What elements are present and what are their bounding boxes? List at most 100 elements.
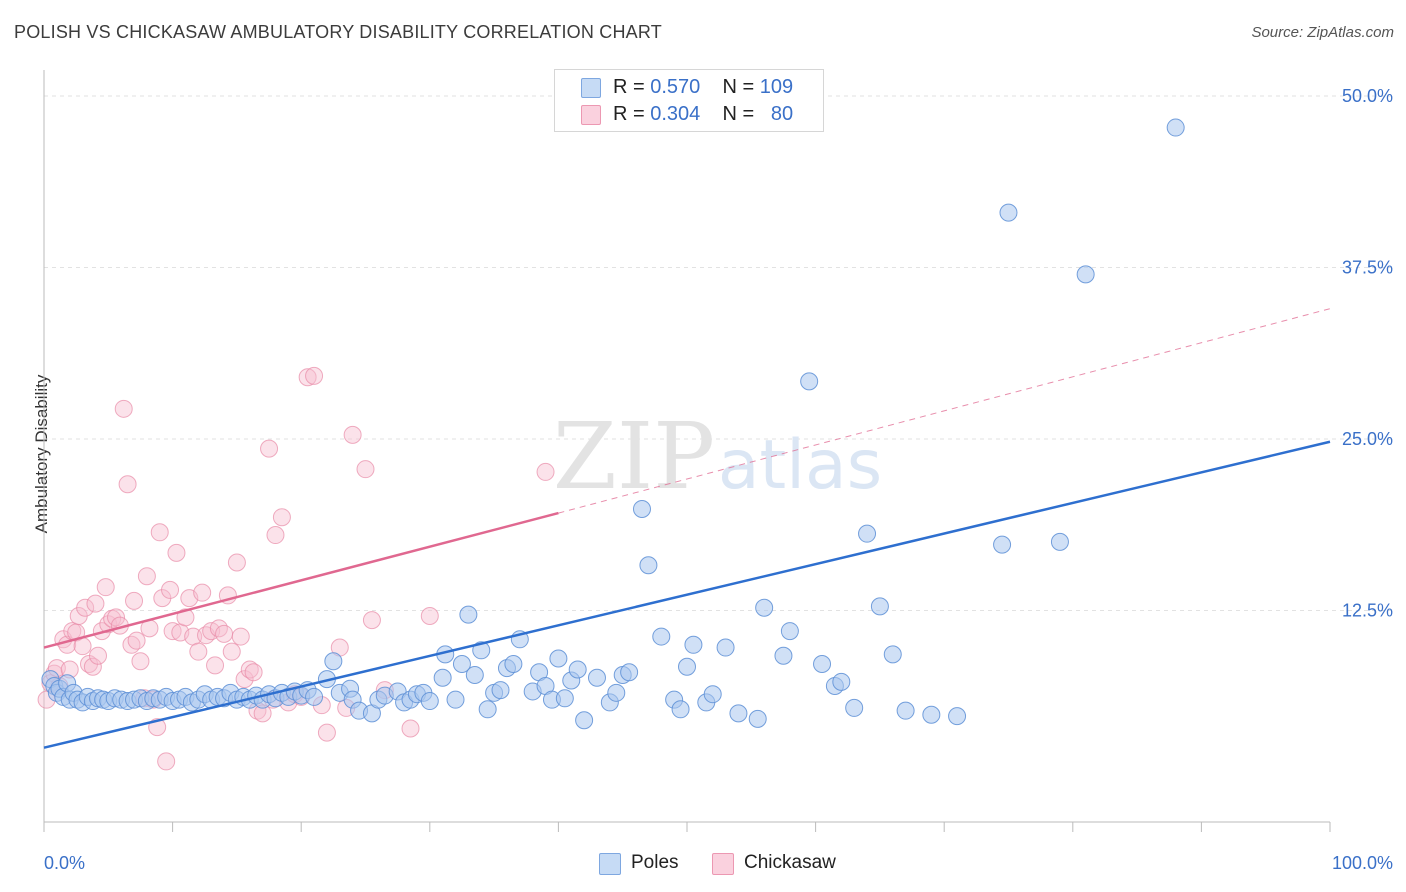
poles-point bbox=[678, 657, 696, 676]
chickasaw-point bbox=[235, 670, 254, 689]
poles-point bbox=[813, 655, 832, 674]
poles-trend-line bbox=[43, 440, 1331, 749]
x-tick-label-max: 100.0% bbox=[1332, 853, 1393, 873]
chickasaw-point bbox=[272, 508, 291, 527]
legend-r-value-chickasaw: 0.304 bbox=[650, 103, 701, 125]
poles-point bbox=[472, 641, 491, 660]
chickasaw-point bbox=[114, 399, 133, 418]
poles-point bbox=[845, 698, 864, 717]
poles-point bbox=[755, 598, 774, 617]
poles-point bbox=[549, 649, 568, 668]
chickasaw-point bbox=[536, 462, 555, 481]
chickasaw-point bbox=[298, 368, 317, 387]
poles-point bbox=[671, 700, 690, 719]
legend-r-label: R = bbox=[613, 76, 645, 98]
chickasaw-point bbox=[157, 752, 176, 771]
legend-swatch-poles bbox=[581, 78, 601, 98]
trend-lines bbox=[43, 308, 1331, 749]
poles-point bbox=[452, 655, 471, 674]
chickasaw-point bbox=[189, 642, 208, 661]
poles-point bbox=[459, 605, 478, 624]
poles-point bbox=[1050, 532, 1069, 551]
poles-point bbox=[948, 707, 967, 726]
poles-point bbox=[922, 705, 941, 724]
poles-point bbox=[504, 655, 523, 674]
chickasaw-point bbox=[125, 591, 144, 610]
poles-point bbox=[748, 709, 767, 728]
chickasaw-point bbox=[260, 439, 279, 458]
chickasaw-point bbox=[266, 526, 285, 545]
poles-point bbox=[1166, 118, 1185, 137]
chickasaw-point bbox=[356, 460, 375, 479]
poles-point bbox=[491, 681, 510, 700]
chickasaw-point bbox=[244, 663, 263, 682]
chickasaw-point bbox=[215, 624, 234, 643]
poles-point bbox=[575, 711, 594, 730]
y-tick-label: 37.5% bbox=[1342, 258, 1393, 278]
chickasaw-point bbox=[193, 583, 212, 602]
series-label-chickasaw: Chickasaw bbox=[744, 852, 836, 873]
chickasaw-point bbox=[137, 567, 156, 586]
poles-point bbox=[555, 689, 574, 708]
poles-point bbox=[568, 660, 587, 679]
legend-n-label: N = bbox=[722, 76, 755, 98]
poles-point bbox=[433, 668, 452, 687]
poles-point bbox=[1076, 265, 1095, 284]
poles-point bbox=[780, 622, 799, 641]
chickasaw-point bbox=[96, 578, 115, 597]
poles-point bbox=[305, 687, 324, 706]
chickasaw-point bbox=[362, 611, 381, 630]
chickasaw-point bbox=[231, 627, 250, 646]
correlation-legend: R = 0.570 N = 109 R = 0.304 N = 80 bbox=[554, 69, 824, 132]
poles-point bbox=[324, 652, 343, 671]
poles-point bbox=[729, 704, 748, 723]
chickasaw-point bbox=[222, 642, 241, 661]
chickasaw-point bbox=[305, 366, 324, 385]
chickasaw-point bbox=[76, 598, 95, 617]
legend-swatch-chickasaw bbox=[581, 105, 601, 125]
chickasaw-trend-line bbox=[43, 511, 559, 649]
chickasaw-point bbox=[131, 652, 150, 671]
chickasaw-point bbox=[118, 475, 137, 494]
chickasaw-point bbox=[89, 646, 108, 665]
poles-point bbox=[478, 700, 497, 719]
chickasaw-point bbox=[176, 608, 195, 627]
poles-point bbox=[420, 692, 439, 711]
chickasaw-point bbox=[127, 631, 146, 650]
poles-point bbox=[832, 672, 851, 691]
poles-point bbox=[716, 638, 735, 657]
chickasaw-point bbox=[401, 719, 420, 738]
chickasaw-point bbox=[167, 543, 186, 562]
chickasaw-point bbox=[209, 619, 228, 638]
poles-point bbox=[858, 524, 877, 543]
chickasaw-point bbox=[83, 657, 102, 676]
chickasaw-point bbox=[161, 580, 180, 599]
chickasaw-point bbox=[107, 608, 126, 627]
y-tick-label: 25.0% bbox=[1342, 429, 1393, 449]
legend-n-value-chickasaw: 80 bbox=[770, 103, 794, 125]
poles-point bbox=[620, 663, 639, 682]
poles-point bbox=[607, 683, 626, 702]
poles-point bbox=[587, 668, 606, 687]
chickasaw-point bbox=[227, 553, 246, 572]
legend-n-label: N = bbox=[722, 103, 755, 125]
poles-point bbox=[446, 690, 465, 709]
poles-point bbox=[993, 535, 1012, 554]
y-tick-label: 50.0% bbox=[1342, 86, 1393, 106]
series-swatch-chickasaw bbox=[712, 853, 734, 875]
poles-point bbox=[632, 499, 651, 518]
chickasaw-point bbox=[420, 606, 439, 625]
axes bbox=[43, 70, 1331, 832]
chickasaw-trend-extension bbox=[558, 308, 1331, 514]
legend-r-value-poles: 0.570 bbox=[650, 76, 701, 98]
source-note: Source: ZipAtlas.com bbox=[1251, 24, 1394, 41]
poles-point bbox=[703, 685, 722, 704]
poles-point bbox=[999, 203, 1018, 222]
legend-r-label: R = bbox=[613, 103, 645, 125]
y-tick-label: 12.5% bbox=[1342, 601, 1393, 621]
poles-point bbox=[652, 627, 671, 646]
poles-point bbox=[896, 701, 915, 720]
legend-n-value-poles: 109 bbox=[759, 76, 794, 98]
watermark-atlas: atlas bbox=[718, 426, 882, 505]
